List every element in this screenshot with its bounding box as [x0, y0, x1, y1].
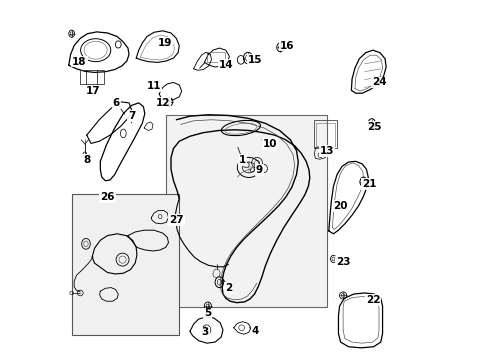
Text: 23: 23	[335, 257, 349, 267]
Text: 18: 18	[72, 57, 86, 67]
Text: 6: 6	[113, 98, 120, 108]
Text: 3: 3	[201, 327, 208, 337]
Text: 22: 22	[365, 295, 379, 305]
Bar	[166, 116, 326, 307]
Text: 2: 2	[224, 283, 231, 293]
Bar	[206, 51, 225, 62]
Bar	[72, 194, 178, 335]
Text: 7: 7	[127, 111, 135, 121]
Text: 17: 17	[86, 86, 100, 96]
Text: 26: 26	[100, 192, 115, 202]
Text: 24: 24	[371, 77, 386, 87]
Bar	[314, 120, 336, 148]
Text: 1: 1	[239, 155, 246, 165]
Text: 8: 8	[83, 155, 90, 165]
Text: 25: 25	[366, 122, 381, 132]
Text: 16: 16	[280, 41, 294, 50]
Text: 13: 13	[319, 146, 333, 156]
Text: 4: 4	[251, 325, 259, 336]
Text: 21: 21	[361, 179, 376, 189]
Text: 12: 12	[155, 98, 170, 108]
Text: 14: 14	[219, 60, 233, 70]
Text: 27: 27	[169, 215, 183, 225]
Text: 10: 10	[262, 139, 276, 149]
Text: 19: 19	[157, 38, 172, 48]
Bar	[316, 123, 334, 146]
Text: 11: 11	[146, 81, 161, 91]
Text: 15: 15	[247, 55, 262, 65]
Text: 5: 5	[204, 309, 211, 318]
Bar	[80, 69, 103, 84]
Text: 20: 20	[333, 201, 347, 211]
Text: 9: 9	[256, 165, 263, 175]
